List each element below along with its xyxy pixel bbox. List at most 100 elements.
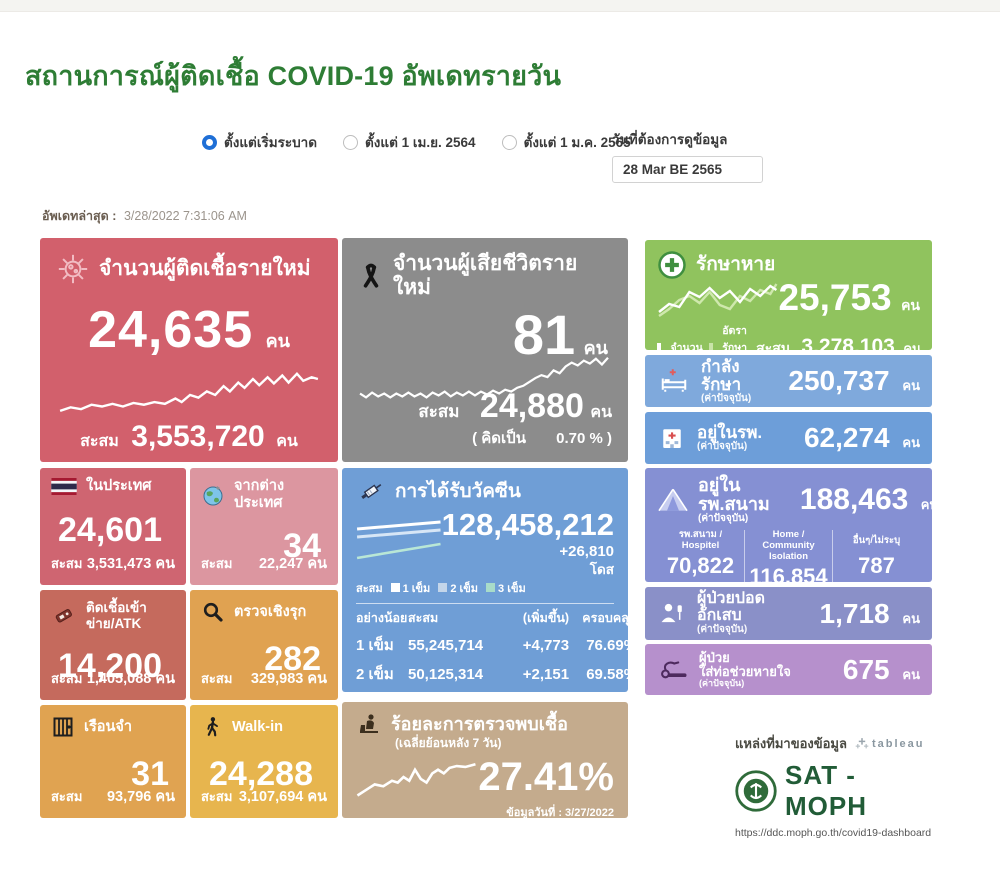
breakdown-value: 70,822 — [666, 553, 735, 579]
card-title: กำลังรักษา — [701, 356, 742, 394]
domestic-value: 24,601 — [58, 511, 162, 549]
unit-label: โดส — [589, 561, 614, 577]
source-label: แหล่งที่มาของข้อมูล — [735, 736, 847, 751]
last-update-value: 3/28/2022 7:31:06 AM — [123, 209, 247, 223]
unit-label: คน — [155, 789, 175, 805]
legend-label: 3 เข็ม — [498, 583, 526, 596]
cumulative-value: 22,247 — [258, 556, 304, 572]
table-cell-delta: +2,151 — [522, 666, 570, 684]
cumulative-value: 3,278,103 — [801, 335, 895, 350]
card-title: Walk-in — [232, 718, 284, 735]
table-cell-cumulative: 50,125,314 — [408, 666, 484, 684]
card-positive-rate: ร้อยละการตรวจพบเชื้อ (เฉลี่ยย้อนหลัง 7 ว… — [342, 702, 628, 818]
card-subtitle: (ค่าปัจจุบัน) — [698, 512, 749, 524]
atk-value: 14,200 — [58, 647, 162, 686]
cumulative-value: 3,531,473 — [86, 556, 152, 572]
card-subtitle: (ค่าปัจจุบัน) — [701, 392, 752, 404]
last-update-label: อัพเดทล่าสุด : — [42, 209, 117, 223]
vaccine-legend: สะสม 1 เข็ม 2 เข็ม 3 เข็ม — [356, 579, 614, 597]
proactive-value: 282 — [264, 640, 321, 678]
date-picker-label: วันที่ต้องการดูข้อมูล — [612, 132, 728, 147]
radio-selected-icon[interactable] — [202, 134, 217, 150]
card-title: ติดเชื้อเข้าข่าย/ATK — [86, 600, 147, 631]
column-header: สะสม — [408, 611, 439, 626]
unit-label: คน — [155, 671, 175, 687]
table-cell-dose: 3 เข็ม — [356, 691, 408, 692]
death-rate-value: 0.70 % ) — [556, 430, 612, 448]
vaccine-table: อย่างน้อย สะสม (เพิ่มขึ้น) ครอบคลุม 1 เข… — [356, 608, 628, 692]
column-header: (เพิ่มขึ้น) — [522, 611, 570, 626]
cumulative-value: 1,405,088 — [86, 671, 152, 687]
divider — [356, 603, 614, 605]
radio-label: ตั้งแต่ 1 เม.ย. 2564 — [365, 135, 476, 150]
unit-label: คน — [902, 435, 920, 450]
cumulative-label: สะสม — [51, 789, 83, 804]
radio-unselected-icon[interactable] — [343, 134, 359, 150]
vaccine-sparkline — [356, 518, 442, 564]
card-subtitle: (ค่าปัจจุบัน) — [699, 677, 745, 688]
card-new-deaths: จำนวนผู้เสียชีวิตรายใหม่ 81 คน สะสม 24,8… — [342, 238, 628, 462]
radio-unselected-icon[interactable] — [501, 134, 517, 150]
legend-label: จำนวน — [670, 342, 703, 350]
vaccine-delta: +26,810 — [559, 543, 614, 561]
cumulative-label: สะสม — [201, 789, 233, 804]
legend-swatch-dose2 — [438, 583, 448, 593]
card-abroad: จากต่างประเทศ 34 สะสม 22,247 คน — [190, 468, 338, 585]
radio-since-jan-2565[interactable]: ตั้งแต่ 1 ม.ค. 2565 — [501, 131, 631, 153]
prison-bars-icon — [51, 715, 75, 739]
prison-value: 31 — [131, 755, 169, 793]
card-pneumonia: ผู้ป่วยปอดอักเสบ (ค่าปัจจุบัน) 1,718 คน — [645, 587, 932, 640]
radio-since-outbreak[interactable]: ตั้งแต่เริ่มระบาด — [202, 131, 317, 153]
cumulative-label: สะสม — [51, 671, 83, 686]
card-in-hospital: อยู่ในรพ. (ค่าปัจจุบัน) 62,274 คน — [645, 412, 932, 464]
card-title: ผู้ป่วยปอดอักเสบ — [697, 590, 766, 625]
breakdown-home-isolation: Home / Community Isolation 116,854 — [744, 529, 832, 582]
cumulative-label: สะสม — [418, 402, 460, 422]
card-recovered: รักษาหาย 25,753 คน จำนวน อัตรารักษาหาย ส… — [645, 240, 932, 350]
card-title: ในประเทศ — [86, 478, 152, 495]
legend-label: อัตรารักษาหาย — [722, 325, 748, 350]
page-title: สถานการณ์ผู้ติดเชื้อ COVID-19 อัพเดทรายว… — [25, 61, 562, 92]
active-care-value: 250,737 — [788, 365, 890, 396]
abroad-value: 34 — [283, 527, 321, 566]
card-domestic: ในประเทศ 24,601 สะสม 3,531,473 คน — [40, 468, 186, 585]
unit-label: คน — [307, 671, 327, 687]
date-picker: วันที่ต้องการดูข้อมูล — [612, 128, 763, 183]
table-cell-delta: +4,773 — [522, 637, 570, 655]
unit-label: คน — [902, 610, 920, 626]
virus-icon — [56, 252, 90, 286]
data-source-block: แหล่งที่มาของข้อมูล tableau SAT - MOPH h… — [735, 733, 935, 839]
top-strip — [0, 0, 1000, 12]
radio-since-apr-2564[interactable]: ตั้งแต่ 1 เม.ย. 2564 — [343, 131, 476, 153]
last-update: อัพเดทล่าสุด : 3/28/2022 7:31:06 AM — [42, 206, 247, 226]
in-hospital-value: 62,274 — [803, 422, 890, 453]
card-active-care: กำลังรักษา (ค่าปัจจุบัน) 250,737 คน — [645, 355, 932, 407]
field-hospital-value: 188,463 — [799, 483, 909, 517]
unit-label: คน — [265, 331, 290, 351]
card-title: จำนวนผู้ติดเชื้อรายใหม่ — [99, 256, 311, 280]
hospital-building-icon — [657, 423, 687, 453]
source-org-name: SAT - MOPH — [785, 760, 867, 821]
legend-swatch-count — [657, 343, 662, 350]
unit-label: คน — [920, 497, 932, 513]
table-cell-cumulative: 55,245,714 — [408, 637, 484, 655]
card-title: ตรวจเชิงรุก — [234, 603, 307, 620]
card-new-cases: จำนวนผู้ติดเชื้อรายใหม่ 24,635 คน สะสม 3… — [40, 238, 338, 462]
thai-flag-icon — [51, 478, 77, 495]
unit-label: คน — [590, 404, 612, 422]
date-input[interactable] — [612, 156, 763, 183]
search-icon — [201, 600, 225, 624]
card-title: อยู่ในรพ.สนาม — [698, 475, 770, 514]
positive-rate-value: 27.41% — [478, 754, 614, 799]
card-subtitle: (เฉลี่ยย้อนหลัง 7 วัน) — [395, 736, 502, 750]
table-cell-coverage: 76.69% — [586, 637, 628, 655]
legend-label: 2 เข็ม — [450, 583, 479, 596]
unit-label: คน — [583, 338, 608, 359]
recovered-sparkline — [657, 276, 778, 320]
deaths-value: 81 — [512, 303, 576, 367]
recovered-legend: จำนวน อัตรารักษาหาย — [657, 322, 756, 350]
positive-rate-as-of-date: ข้อมูลวันที่ : 3/27/2022 — [506, 807, 614, 818]
source-url-link[interactable]: https://ddc.moph.go.th/covid19-dashboard — [735, 827, 932, 839]
column-header: ครอบคลุม — [582, 611, 628, 626]
unit-label: คน — [307, 789, 327, 805]
